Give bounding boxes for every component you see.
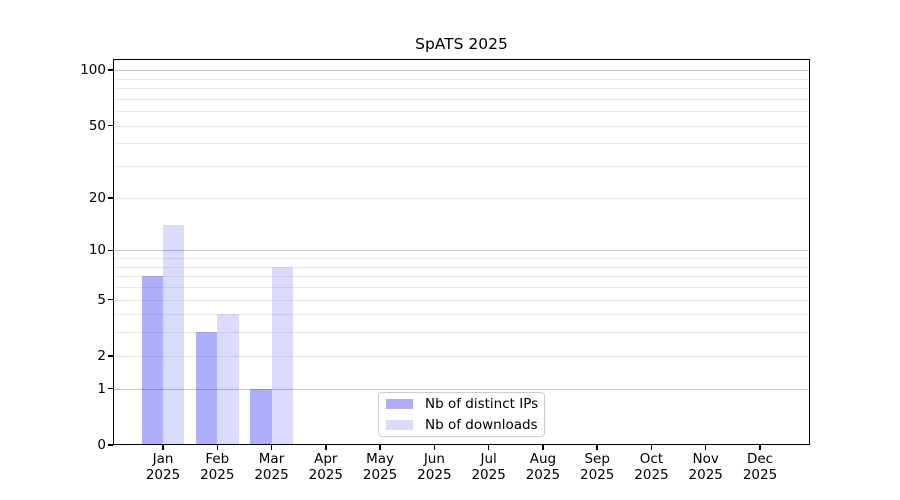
x-tick-month: Jul [480, 451, 497, 467]
legend: Nb of distinct IPs Nb of downloads [378, 392, 545, 437]
x-tick-year: 2025 [742, 467, 778, 483]
x-tick-year: 2025 [308, 467, 343, 483]
minor-gridline [113, 332, 810, 334]
legend-label: Nb of downloads [425, 417, 538, 433]
major-gridline [113, 70, 810, 72]
x-tick-label: May 2025 [348, 451, 412, 483]
x-tick-label: Feb 2025 [185, 451, 249, 483]
bar-distinct-ips [250, 388, 272, 445]
minor-gridline [113, 266, 810, 268]
x-tick-label: Oct 2025 [619, 451, 683, 483]
x-tick-mark [270, 445, 273, 450]
x-tick-mark [487, 445, 490, 450]
minor-gridline [113, 125, 810, 127]
x-tick-mark [162, 445, 164, 450]
x-tick-mark [433, 445, 436, 450]
x-tick-mark [542, 445, 544, 450]
x-tick-label: Sep 2025 [565, 451, 629, 483]
x-tick-mark [650, 445, 653, 450]
y-tick-label: 10 [88, 242, 106, 259]
x-tick-year: 2025 [417, 467, 452, 483]
x-tick-year: 2025 [579, 467, 615, 483]
x-tick-year: 2025 [254, 467, 289, 483]
major-gridline [113, 388, 810, 390]
legend-item-downloads: Nb of downloads [386, 417, 538, 433]
downloads-swatch-icon [386, 420, 413, 430]
bar-downloads [271, 266, 293, 445]
distinct-ips-swatch-icon [386, 399, 413, 409]
bar-distinct-ips [141, 276, 163, 445]
x-tick-month: Nov [692, 451, 719, 467]
legend-label: Nb of distinct IPs [425, 396, 539, 412]
x-tick-label: Nov 2025 [674, 451, 738, 483]
minor-gridline [113, 276, 810, 278]
x-tick-year: 2025 [525, 467, 561, 483]
minor-gridline [113, 143, 810, 145]
chart-title: SpATS 2025 [415, 35, 508, 53]
x-tick-mark [379, 445, 381, 450]
minor-gridline [113, 78, 810, 80]
y-tick-mark [108, 298, 113, 301]
y-tick-label: 20 [88, 189, 106, 206]
bar-distinct-ips [195, 332, 218, 445]
x-tick-year: 2025 [200, 467, 235, 483]
x-tick-month: Jan [152, 451, 174, 467]
y-tick-mark [108, 444, 113, 446]
x-tick-mark [325, 445, 327, 450]
y-tick-mark [108, 69, 113, 71]
x-tick-label: Jan 2025 [131, 451, 195, 483]
x-tick-year: 2025 [688, 467, 723, 483]
minor-gridline [113, 314, 810, 316]
plot-area [113, 59, 810, 445]
x-tick-month: Mar [258, 451, 285, 467]
x-tick-month: Aug [529, 451, 557, 467]
x-tick-month: Sep [584, 451, 610, 467]
x-tick-label: Jul 2025 [457, 451, 521, 483]
y-tick-mark [108, 197, 113, 199]
x-tick-month: Apr [314, 451, 338, 467]
y-tick-label: 5 [97, 291, 106, 308]
minor-gridline [113, 98, 810, 100]
minor-gridline [113, 111, 810, 113]
minor-gridline [113, 299, 810, 301]
y-tick-label: 100 [80, 62, 106, 79]
x-tick-year: 2025 [362, 467, 398, 483]
x-tick-month: Dec [746, 451, 774, 467]
y-tick-mark [108, 387, 113, 390]
bar-downloads [217, 314, 239, 445]
x-tick-label: Apr 2025 [294, 451, 358, 483]
y-tick-label: 2 [97, 347, 106, 364]
x-tick-label: Aug 2025 [511, 451, 575, 483]
x-tick-label: Dec 2025 [728, 451, 792, 483]
x-tick-year: 2025 [634, 467, 669, 483]
minor-gridline [113, 258, 810, 260]
minor-gridline [113, 197, 810, 199]
y-tick-mark [108, 124, 113, 127]
x-tick-mark [596, 445, 598, 450]
minor-gridline [113, 286, 810, 288]
x-tick-mark [759, 445, 761, 450]
x-tick-label: Jun 2025 [402, 451, 466, 483]
x-tick-year: 2025 [145, 467, 181, 483]
x-tick-month: Jun [423, 451, 445, 467]
minor-gridline [113, 88, 810, 90]
minor-gridline [113, 355, 810, 357]
y-tick-label: 0 [97, 437, 106, 453]
minor-gridline [113, 166, 810, 168]
y-tick-mark [108, 355, 113, 357]
y-tick-label: 50 [88, 117, 106, 134]
major-gridline [113, 250, 810, 252]
y-tick-label: 1 [97, 380, 106, 397]
x-tick-label: Mar 2025 [240, 451, 304, 483]
x-tick-month: May [366, 451, 395, 467]
x-tick-mark [216, 445, 219, 450]
x-tick-mark [704, 445, 707, 450]
legend-item-distinct-ips: Nb of distinct IPs [386, 396, 539, 412]
x-tick-year: 2025 [471, 467, 506, 483]
x-tick-month: Feb [205, 451, 230, 467]
x-tick-month: Oct [639, 451, 664, 467]
y-tick-mark [108, 249, 113, 252]
bar-downloads [163, 225, 185, 445]
